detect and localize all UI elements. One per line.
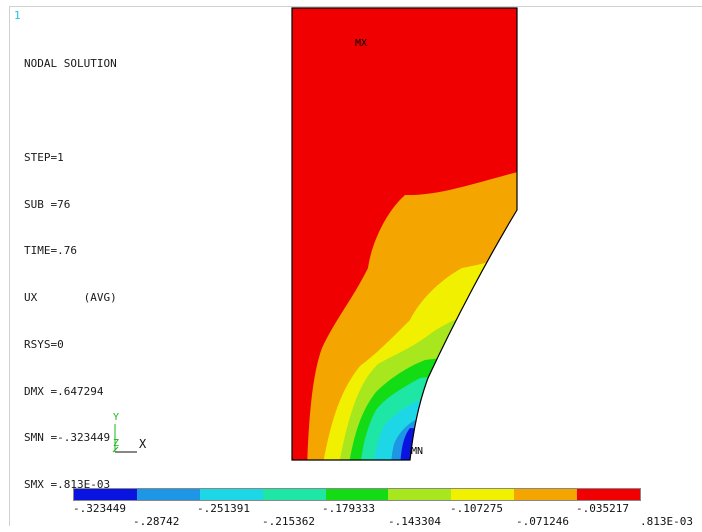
legend-value: -.215362	[262, 515, 315, 528]
info-rsys: RSYS=0	[24, 337, 64, 351]
legend-swatch	[199, 489, 263, 500]
window-number: 1	[14, 9, 21, 22]
triad-axes	[112, 424, 137, 453]
legend-value: -.28742	[133, 515, 180, 528]
legend-swatch	[577, 489, 641, 500]
legend-value: -.179333	[322, 502, 375, 515]
triad-y-label: Y	[113, 412, 120, 423]
contour-legend-bar	[73, 488, 641, 501]
info-step: STEP=1	[24, 150, 64, 164]
legend-value: -.071246	[516, 515, 569, 528]
legend-value: -.323449	[73, 502, 126, 515]
legend-value: -.143304	[388, 515, 441, 528]
triad-x-label: X	[139, 437, 147, 451]
legend-value: -.251391	[197, 502, 250, 515]
legend-swatch	[514, 489, 578, 500]
min-marker-label: MN	[411, 446, 424, 457]
info-sub: SUB =76	[24, 197, 71, 211]
legend-swatch	[136, 489, 200, 500]
info-smn: SMN =-.323449	[24, 431, 111, 445]
legend-swatch	[74, 489, 137, 500]
info-dmx: DMX =.647294	[24, 384, 104, 398]
legend-value: -.107275	[450, 502, 503, 515]
info-smx: SMX =.813E-03	[24, 478, 111, 492]
info-title: NODAL SOLUTION	[24, 57, 117, 71]
triad-z-label: Z	[113, 438, 120, 449]
legend-swatch	[388, 489, 452, 500]
solution-info-block: NODAL SOLUTION STEP=1 SUB =76 TIME=.76 U…	[24, 25, 117, 524]
info-result-item: UX (AVG)	[24, 291, 117, 305]
legend-swatch	[262, 489, 326, 500]
graphics-window-frame	[9, 6, 702, 526]
legend-value: -.035217	[576, 502, 629, 515]
legend-value: .813E-03	[640, 515, 693, 528]
model-outline	[291, 7, 518, 461]
legend-swatch	[325, 489, 389, 500]
legend-swatch	[451, 489, 515, 500]
info-time: TIME=.76	[24, 244, 77, 258]
max-marker-label: MX	[355, 38, 368, 49]
